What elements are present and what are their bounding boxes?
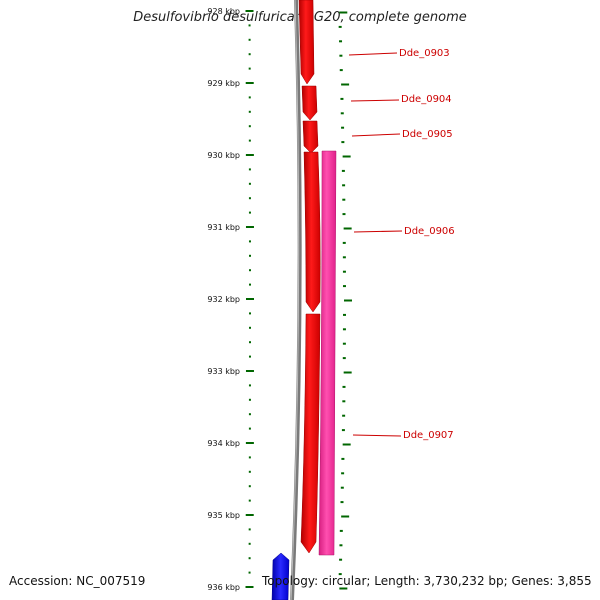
ruler-label: 932 kbp [207,295,240,304]
gene-label-dde-0906[interactable]: Dde_0906 [404,226,455,237]
ruler-label: 934 kbp [207,439,240,448]
ruler-label: 935 kbp [207,511,240,520]
gene-label-dde-0904[interactable]: Dde_0904 [401,94,452,105]
ruler-ticks-right [338,11,352,590]
ruler-label: 931 kbp [207,223,240,232]
accession-text: Accession: NC_007519 [9,574,146,588]
label-line-dde-0905 [351,133,401,137]
label-line-dde-0903 [348,52,398,56]
gene-label-dde-0907[interactable]: Dde_0907 [403,430,454,441]
ruler-label: 936 kbp [207,583,240,592]
label-line-dde-0907 [352,434,402,437]
ruler-label: 929 kbp [207,79,240,88]
ruler-label: 930 kbp [207,151,240,160]
gene-label-dde-0905[interactable]: Dde_0905 [402,129,453,140]
genome-summary-text: Topology: circular; Length: 3,730,232 bp… [262,574,592,588]
ruler-ticks-left [245,10,254,588]
gene-dde-0907[interactable] [300,313,321,554]
ruler-label: 928 kbp [207,7,240,16]
gene-label-dde-0903[interactable]: Dde_0903 [399,48,450,59]
label-line-dde-0906 [353,230,403,233]
label-line-dde-0904 [350,99,400,102]
ruler-labels: 928 kbp 929 kbp 930 kbp 931 kbp 932 kbp 933 k… [207,7,240,592]
gene-dde-0903[interactable] [298,0,315,85]
gene-pink-feature[interactable] [318,150,337,556]
gene-dde-0904[interactable] [301,85,318,121]
gene-dde-0906[interactable] [303,151,321,313]
gene-dde-0905[interactable] [302,120,319,154]
ruler-label: 933 kbp [207,367,240,376]
gene-blue-feature[interactable] [271,552,290,600]
genome-backbone-highlight [290,0,300,600]
genome-backbone [290,0,302,600]
